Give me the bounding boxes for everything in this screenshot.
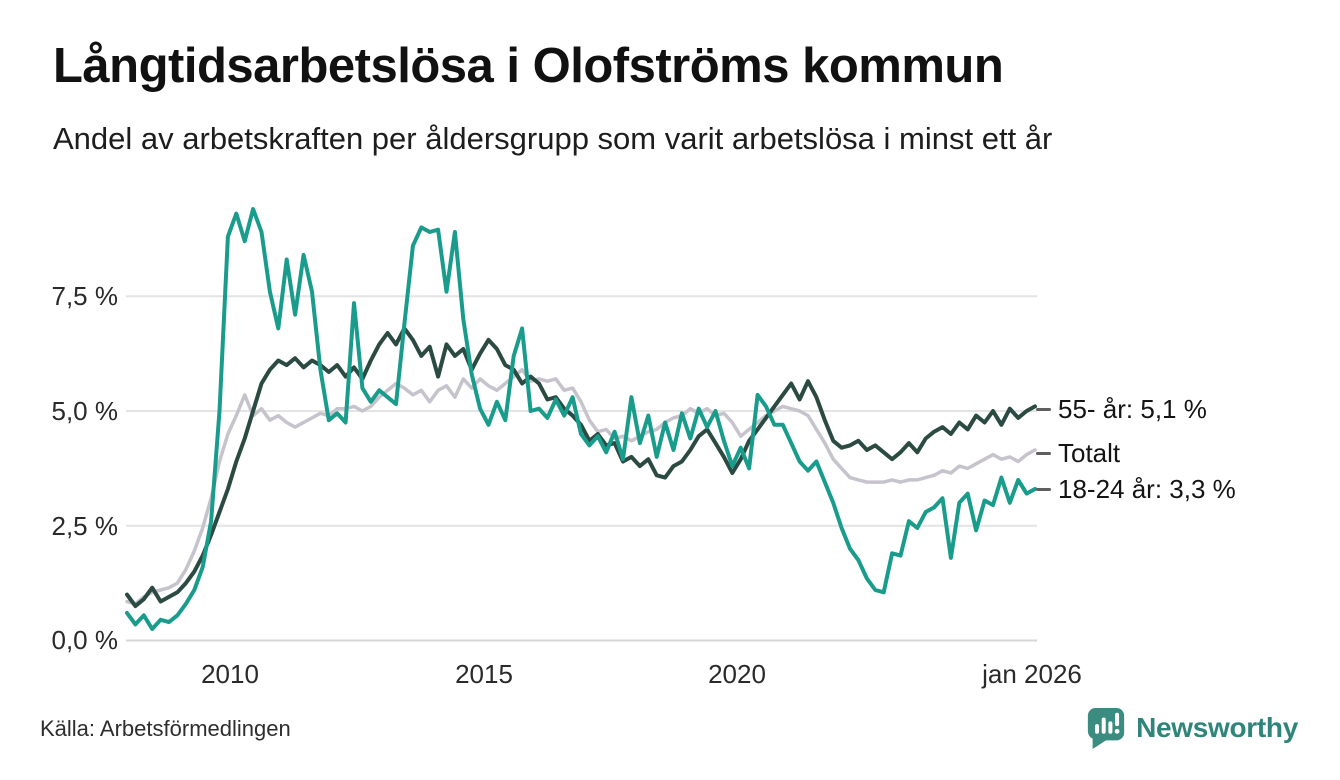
series-line-18-24 år [125,207,1037,631]
x-axis-label-2015: 2015 [455,659,513,689]
legend-row-totalt: Totalt [1036,436,1120,470]
chart-title: Långtidsarbetslösa i Olofströms kommun [53,39,1004,93]
legend-label-55-ar: 55- år: 5,1 % [1058,393,1207,424]
x-axis-label-2020: 2020 [708,659,766,689]
chart-subtitle: Andel av arbetskraften per åldersgrupp s… [53,121,1053,156]
x-axis-label-jan-2026: jan 2026 [982,659,1082,689]
legend-label-totalt: Totalt [1058,437,1121,468]
series-line-55- år [125,326,1037,609]
legend-tick-icon [1036,407,1051,411]
y-axis-label-2-5: 2,5 % [51,511,119,541]
series-line-Totalt [125,367,1037,606]
x-axis-label-2010: 2010 [201,659,259,689]
y-axis-label-0-0: 0,0 % [51,625,119,655]
legend-tick-icon [1036,451,1051,455]
source-note: Källa: Arbetsförmedlingen [40,716,291,741]
legend-row-55-ar: 55- år: 5,1 % [1036,392,1207,426]
newsworthy-bubble-icon [1087,707,1125,749]
legend-row-18-24-ar: 18-24 år: 3,3 % [1036,472,1236,506]
newsworthy-wordmark: Newsworthy [1136,712,1298,743]
y-axis-label-7-5: 7,5 % [51,281,119,311]
legend-label-18-24-ar: 18-24 år: 3,3 % [1058,473,1236,504]
y-axis-label-5-0: 5,0 % [51,396,119,426]
legend-tick-icon [1036,487,1051,491]
newsworthy-logo: Newsworthy [1085,704,1298,752]
